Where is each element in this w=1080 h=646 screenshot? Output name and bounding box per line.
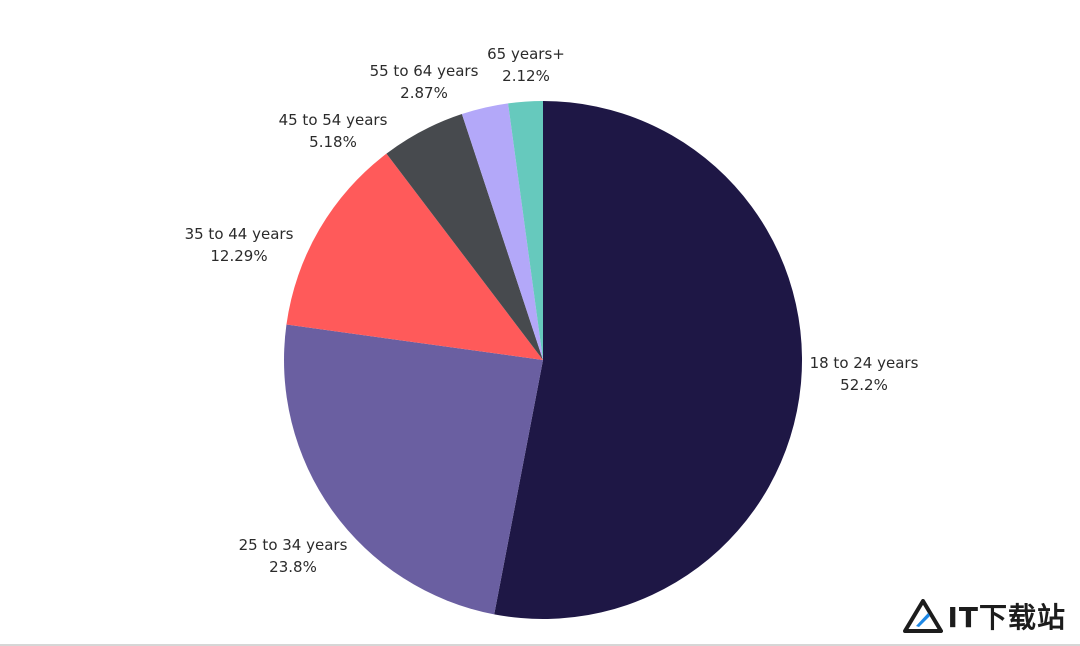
slice-value-label: 2.87% bbox=[400, 84, 448, 102]
pie-slice-25-to-34-years bbox=[284, 324, 543, 615]
pie-slice-45-to-54-years bbox=[386, 114, 543, 361]
slice-label: 55 to 64 years bbox=[370, 62, 479, 80]
pie-slice-35-to-44-years bbox=[286, 153, 543, 360]
slice-value-label: 52.2% bbox=[840, 376, 888, 394]
slice-value-label: 2.12% bbox=[502, 67, 550, 85]
slice-value-label: 23.8% bbox=[269, 558, 317, 576]
slice-value-label: 12.29% bbox=[210, 247, 267, 265]
slice-label: 65 years+ bbox=[487, 45, 565, 63]
slice-label: 18 to 24 years bbox=[810, 354, 919, 372]
pie-slice-65-years bbox=[508, 101, 543, 360]
labels-layer: 18 to 24 years 52.2% 25 to 34 years 23.8% 35… bbox=[185, 45, 919, 576]
triangle-logo-icon bbox=[903, 599, 944, 633]
pie-slice-55-to-64-years bbox=[461, 103, 543, 361]
watermark: IT下载站 bbox=[903, 596, 1066, 636]
pie-slice-18-to-24-years bbox=[494, 101, 803, 619]
slice-label: 45 to 54 years bbox=[279, 111, 388, 129]
slice-label: 35 to 44 years bbox=[185, 225, 294, 243]
watermark-text: IT下载站 bbox=[947, 601, 1066, 634]
slices-layer bbox=[284, 101, 803, 619]
slice-label: 25 to 34 years bbox=[239, 536, 348, 554]
slice-value-label: 5.18% bbox=[309, 133, 357, 151]
bottom-divider bbox=[0, 644, 1080, 646]
